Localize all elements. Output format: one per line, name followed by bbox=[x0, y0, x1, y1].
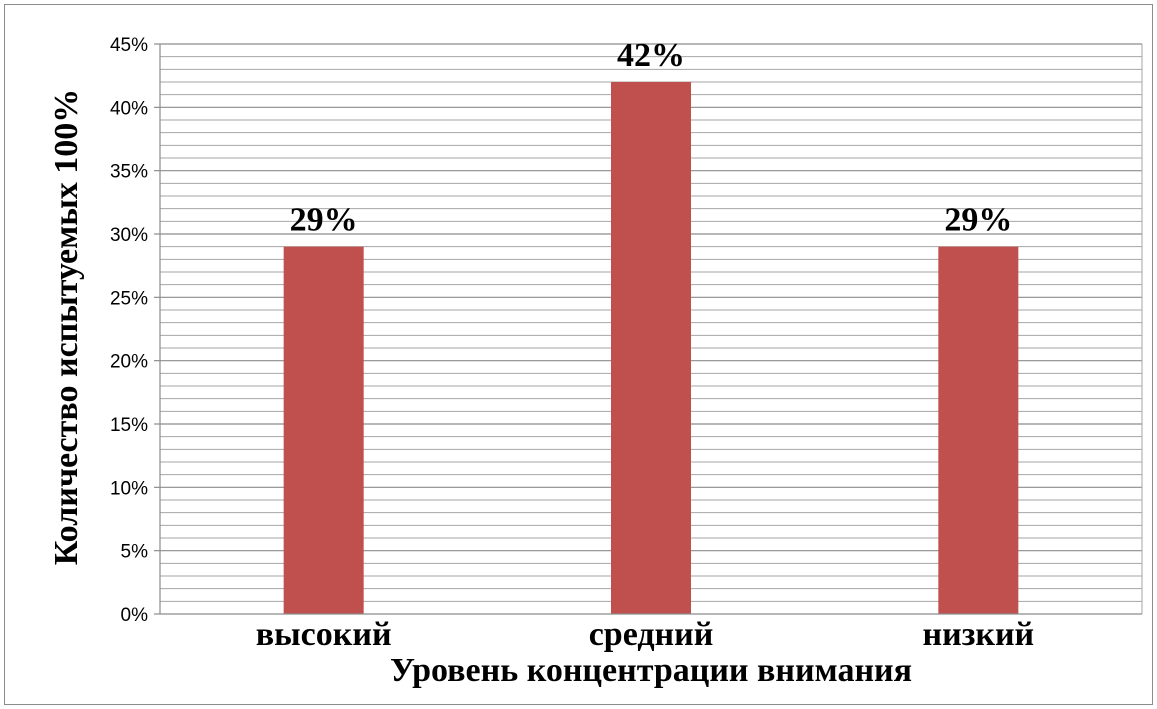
axes bbox=[154, 43, 1142, 615]
bar-chart: 0% 5% 10% 15% 20% 25% 30% 35% 40% 45% высокий сред… bbox=[48, 35, 1143, 689]
data-label: 42% bbox=[617, 37, 685, 74]
bar-низкий bbox=[938, 246, 1019, 614]
y-tick-labels: 0% 5% 10% 15% 20% 25% 30% 35% 40% 45% bbox=[110, 35, 148, 626]
y-axis-title: Количество испытуемых 100% bbox=[48, 89, 85, 566]
y-tick-label: 5% bbox=[121, 542, 149, 563]
y-tick-label: 35% bbox=[110, 162, 148, 183]
y-tick-label: 45% bbox=[110, 35, 148, 56]
x-axis-title: Уровень концентрации внимания bbox=[390, 652, 912, 689]
bar-высокий bbox=[283, 246, 364, 614]
y-tick-label: 20% bbox=[110, 352, 148, 373]
data-label: 29% bbox=[944, 202, 1012, 239]
x-tick-label: высокий bbox=[256, 616, 392, 653]
bar-средний bbox=[611, 82, 691, 614]
chart-area: 0% 5% 10% 15% 20% 25% 30% 35% 40% 45% высокий сред… bbox=[4, 4, 1153, 705]
y-tick-label: 10% bbox=[110, 478, 148, 499]
y-tick-label: 25% bbox=[110, 288, 148, 309]
y-tick-label: 30% bbox=[110, 225, 148, 246]
data-labels: 29% 42% 29% bbox=[290, 37, 1013, 239]
x-tick-label: низкий bbox=[923, 616, 1035, 653]
y-tick-label: 15% bbox=[110, 415, 148, 436]
y-tick-label: 40% bbox=[110, 98, 148, 119]
y-tick-label: 0% bbox=[121, 605, 149, 626]
data-label: 29% bbox=[290, 202, 358, 239]
x-tick-label: средний bbox=[589, 616, 714, 653]
bars bbox=[283, 82, 1019, 614]
x-tick-labels: высокий средний низкий bbox=[256, 616, 1034, 653]
